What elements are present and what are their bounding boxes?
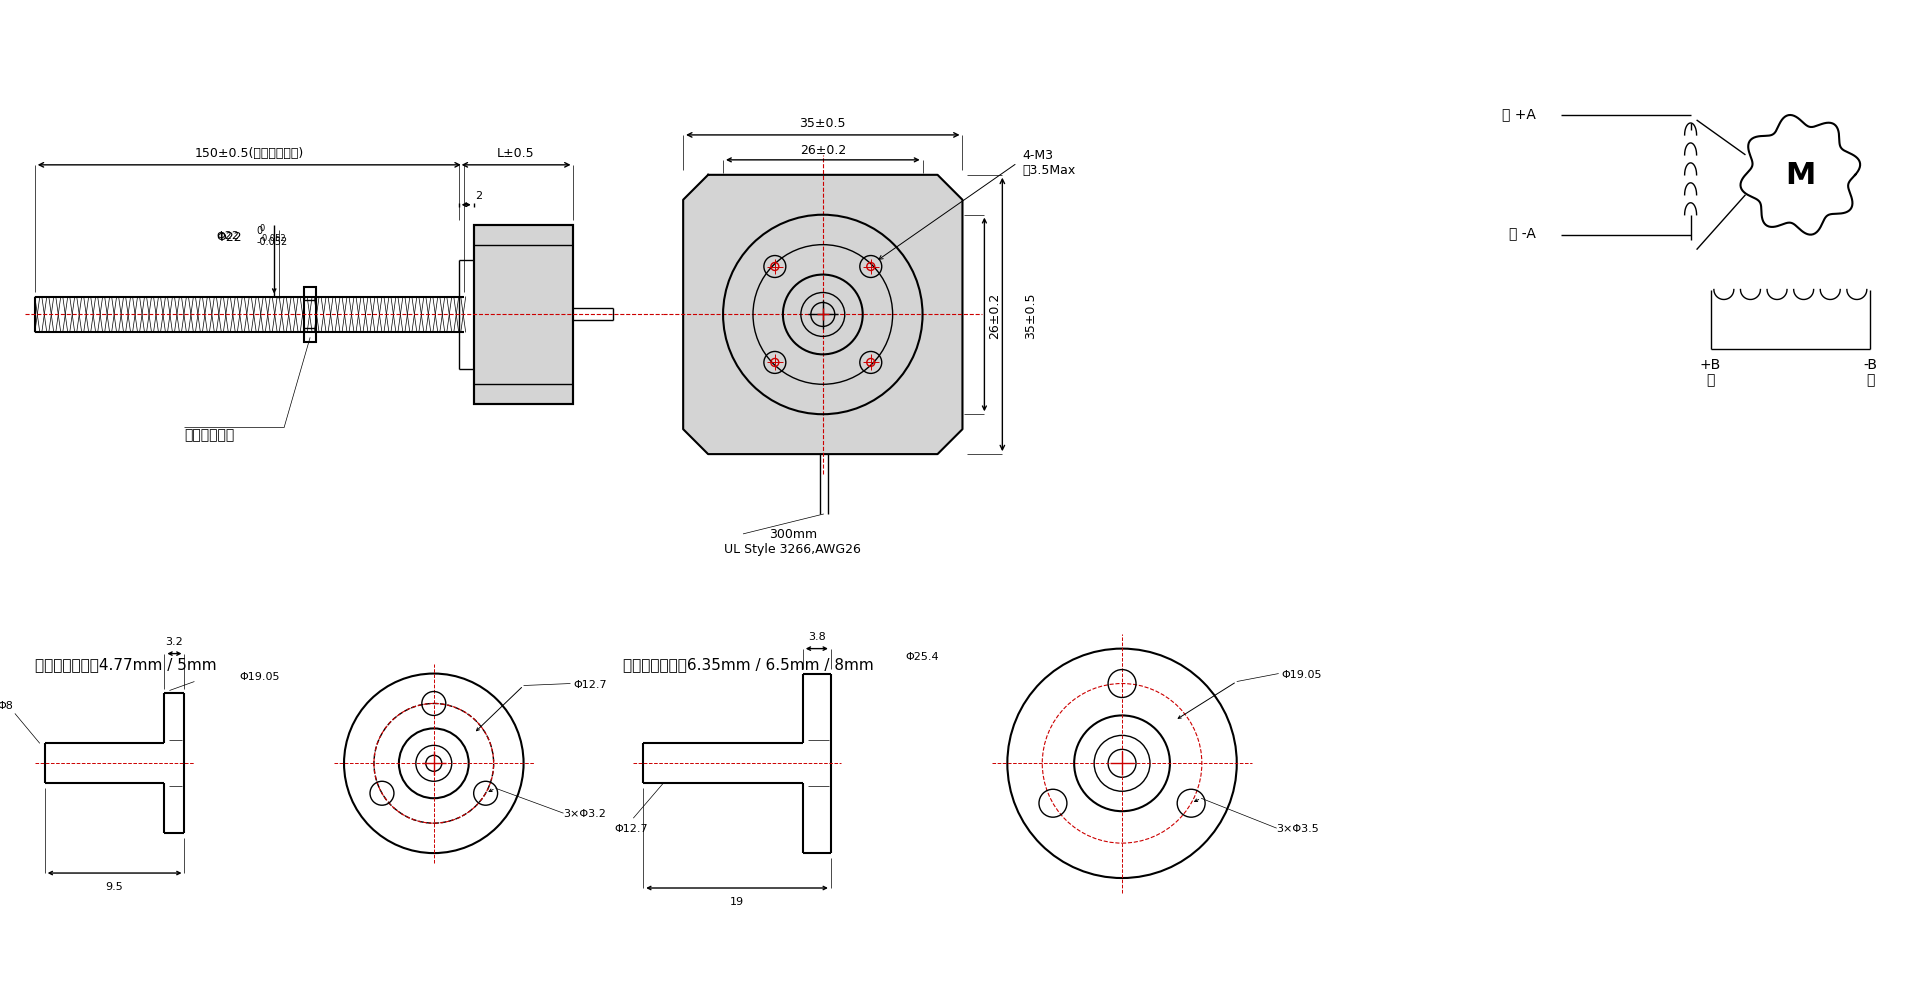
Text: Φ25.4: Φ25.4 xyxy=(906,651,939,661)
Text: 0: 0 xyxy=(256,226,262,236)
Text: 26±0.2: 26±0.2 xyxy=(987,292,1001,338)
Text: UL Style 3266,AWG26: UL Style 3266,AWG26 xyxy=(725,543,862,556)
Bar xyxy=(474,226,573,405)
Bar xyxy=(474,226,573,405)
Text: M: M xyxy=(1785,161,1816,190)
Text: 黑: 黑 xyxy=(1866,373,1874,387)
Text: 3.2: 3.2 xyxy=(166,636,183,646)
Text: Φ19.05: Φ19.05 xyxy=(1282,669,1323,679)
Text: 梯型丝杆直径：6.35mm / 6.5mm / 8mm: 梯型丝杆直径：6.35mm / 6.5mm / 8mm xyxy=(623,656,873,671)
Text: -0.052: -0.052 xyxy=(256,237,287,247)
Text: Φ19.05: Φ19.05 xyxy=(239,671,280,681)
Text: 蓝 -A: 蓝 -A xyxy=(1510,227,1537,241)
Text: Φ12.7: Φ12.7 xyxy=(573,679,607,689)
Text: 3×Φ3.2: 3×Φ3.2 xyxy=(563,808,605,818)
Text: 150±0.5(可自定义长度): 150±0.5(可自定义长度) xyxy=(195,147,305,160)
Text: 3.8: 3.8 xyxy=(808,631,825,641)
Text: +B: +B xyxy=(1700,358,1722,372)
Text: 300mm: 300mm xyxy=(769,528,817,541)
Text: 3×Φ3.5: 3×Φ3.5 xyxy=(1276,823,1319,833)
Text: 绿: 绿 xyxy=(1706,373,1714,387)
Text: -0.052: -0.052 xyxy=(258,234,285,243)
Text: 红 +A: 红 +A xyxy=(1502,107,1537,121)
Polygon shape xyxy=(683,176,962,454)
Text: 梯型丝杆直径：4.77mm / 5mm: 梯型丝杆直径：4.77mm / 5mm xyxy=(35,656,216,671)
Text: Φ22: Φ22 xyxy=(216,231,243,244)
Text: 深3.5Max: 深3.5Max xyxy=(1022,164,1076,177)
Text: 26±0.2: 26±0.2 xyxy=(800,144,846,157)
Text: 外部线性螺母: 外部线性螺母 xyxy=(185,427,235,441)
Text: Φ22: Φ22 xyxy=(216,231,239,241)
Text: L±0.5: L±0.5 xyxy=(497,147,534,160)
Text: Φ8: Φ8 xyxy=(0,701,13,711)
Text: Φ12.7: Φ12.7 xyxy=(615,823,648,833)
Text: 35±0.5: 35±0.5 xyxy=(800,117,846,130)
Text: 9.5: 9.5 xyxy=(106,881,123,891)
Text: 0: 0 xyxy=(258,224,264,233)
Text: 2: 2 xyxy=(474,191,482,201)
Bar xyxy=(305,287,316,343)
Text: -B: -B xyxy=(1862,358,1878,372)
Text: 35±0.5: 35±0.5 xyxy=(1024,292,1037,338)
Text: 19: 19 xyxy=(731,896,744,907)
Text: 4-M3: 4-M3 xyxy=(1022,149,1053,162)
